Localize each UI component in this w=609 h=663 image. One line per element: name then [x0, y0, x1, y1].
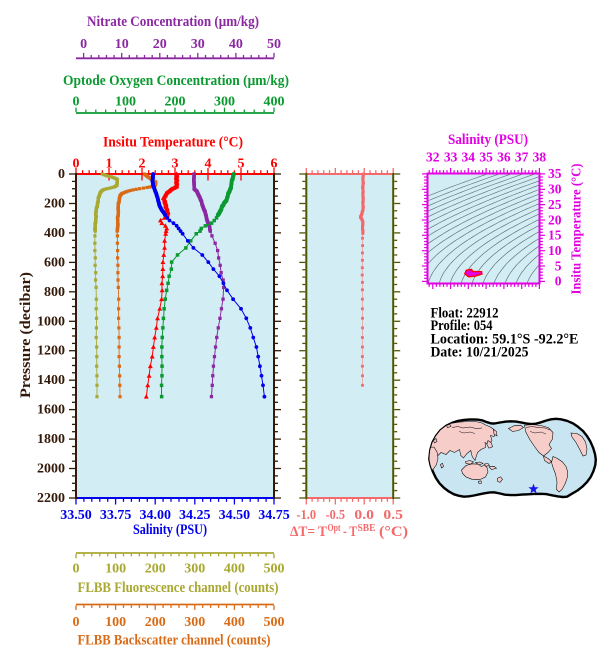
svg-text:200: 200	[165, 95, 186, 110]
svg-text:0: 0	[73, 157, 80, 172]
svg-text:400: 400	[224, 562, 245, 577]
svg-text:400: 400	[224, 615, 245, 630]
svg-text:38: 38	[533, 150, 547, 165]
svg-text:35: 35	[479, 150, 493, 165]
svg-text:6: 6	[271, 157, 278, 172]
svg-text:40: 40	[229, 37, 243, 52]
svg-text:Opt: Opt	[328, 523, 342, 534]
svg-text:Salinity (PSU): Salinity (PSU)	[448, 132, 528, 148]
svg-text:10: 10	[548, 243, 562, 258]
svg-text:20: 20	[548, 212, 562, 227]
svg-text:400: 400	[44, 226, 65, 241]
svg-text:1800: 1800	[37, 432, 65, 447]
svg-text:20: 20	[153, 37, 167, 52]
svg-text:5: 5	[238, 157, 245, 172]
svg-text:0: 0	[73, 615, 80, 630]
svg-text:2200: 2200	[37, 491, 65, 506]
svg-text:36: 36	[497, 150, 511, 165]
svg-text:300: 300	[214, 95, 235, 110]
svg-text:Date: 10/21/2025: Date: 10/21/2025	[431, 345, 529, 361]
svg-text:Float: 22912: Float: 22912	[431, 306, 499, 322]
svg-text:FLBB Fluorescence channel (cou: FLBB Fluorescence channel (counts)	[78, 580, 279, 596]
svg-text:2000: 2000	[37, 462, 65, 477]
svg-text:32: 32	[426, 150, 440, 165]
svg-text:33.75: 33.75	[100, 508, 132, 523]
svg-text:1: 1	[106, 157, 113, 172]
svg-text:0: 0	[555, 274, 562, 289]
svg-text:0: 0	[80, 37, 87, 52]
svg-text:SBE: SBE	[358, 523, 376, 534]
svg-text:0.0: 0.0	[354, 508, 374, 523]
svg-text:34.00: 34.00	[139, 508, 171, 523]
svg-text:100: 100	[115, 95, 136, 110]
svg-text:1000: 1000	[37, 314, 65, 329]
svg-text:10: 10	[115, 37, 129, 52]
svg-text:15: 15	[548, 228, 562, 243]
svg-text:34.50: 34.50	[219, 508, 251, 523]
svg-text:0: 0	[73, 95, 80, 110]
svg-text:300: 300	[184, 562, 205, 577]
svg-text:30: 30	[191, 37, 205, 52]
svg-text:30: 30	[548, 182, 562, 197]
svg-text:400: 400	[264, 95, 285, 110]
svg-text:600: 600	[44, 255, 65, 270]
svg-text:Profile: 054: Profile: 054	[431, 318, 493, 334]
svg-text:35: 35	[548, 166, 562, 181]
svg-text:200: 200	[145, 562, 166, 577]
svg-text:34: 34	[462, 150, 476, 165]
svg-text:500: 500	[264, 562, 285, 577]
svg-text:33: 33	[444, 150, 458, 165]
svg-text:500: 500	[264, 615, 285, 630]
svg-text:0.5: 0.5	[383, 508, 403, 523]
svg-text:0: 0	[73, 562, 80, 577]
svg-text:ΔT= T: ΔT= T	[290, 524, 327, 540]
svg-text:4: 4	[205, 157, 212, 172]
svg-text:800: 800	[44, 285, 65, 300]
svg-text:0: 0	[58, 167, 65, 182]
svg-text:34.75: 34.75	[258, 508, 290, 523]
svg-text:(°C): (°C)	[379, 524, 408, 540]
svg-text:3: 3	[172, 157, 179, 172]
svg-text:FLBB Backscatter channel (coun: FLBB Backscatter channel (counts)	[78, 633, 271, 649]
svg-text:33.50: 33.50	[60, 508, 92, 523]
svg-text:- T: - T	[343, 524, 357, 540]
svg-text:Optode Oxygen Concentration (μ: Optode Oxygen Concentration (μm/kg)	[63, 73, 289, 89]
svg-text:Insitu Temperature (°C): Insitu Temperature (°C)	[569, 164, 584, 295]
svg-text:-1.0: -1.0	[297, 508, 317, 523]
svg-text:5: 5	[555, 258, 562, 273]
svg-text:Location: 59.1°S -92.2°E: Location: 59.1°S -92.2°E	[431, 332, 579, 348]
svg-text:100: 100	[105, 562, 126, 577]
svg-text:1200: 1200	[37, 344, 65, 359]
svg-text:1400: 1400	[37, 373, 65, 388]
svg-text:37: 37	[515, 150, 529, 165]
svg-text:-0.5: -0.5	[326, 508, 346, 523]
svg-text:Insitu Temperature (°C): Insitu Temperature (°C)	[103, 135, 243, 151]
svg-text:Pressure (decibar): Pressure (decibar)	[18, 272, 34, 398]
svg-text:300: 300	[184, 615, 205, 630]
svg-text:1600: 1600	[37, 403, 65, 418]
svg-text:50: 50	[267, 37, 281, 52]
svg-text:200: 200	[44, 197, 65, 212]
svg-text:2: 2	[139, 157, 146, 172]
svg-text:200: 200	[145, 615, 166, 630]
svg-text:Nitrate Concentration (μm/kg): Nitrate Concentration (μm/kg)	[87, 14, 259, 30]
svg-text:Salinity (PSU): Salinity (PSU)	[133, 522, 207, 538]
svg-text:34.25: 34.25	[179, 508, 211, 523]
svg-text:100: 100	[105, 615, 126, 630]
svg-text:25: 25	[548, 197, 562, 212]
